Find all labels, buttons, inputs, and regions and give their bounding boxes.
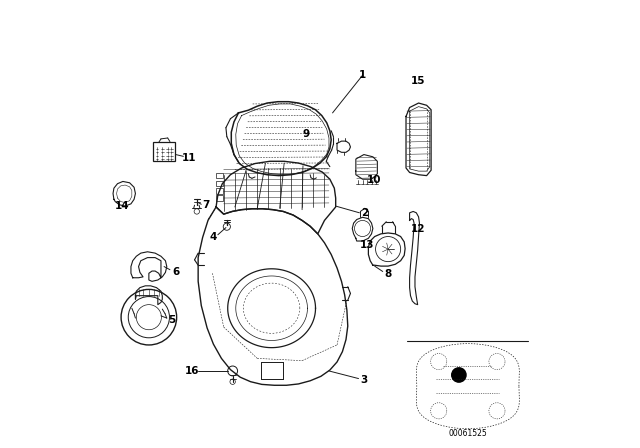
Bar bbox=[216, 195, 223, 201]
Text: 4: 4 bbox=[210, 232, 217, 241]
Bar bbox=[216, 181, 223, 186]
Text: 13: 13 bbox=[360, 240, 374, 250]
Text: 11: 11 bbox=[182, 153, 196, 163]
Text: 1: 1 bbox=[359, 70, 366, 80]
Text: 5: 5 bbox=[168, 315, 176, 325]
Text: 6: 6 bbox=[172, 267, 179, 277]
Text: 14: 14 bbox=[115, 201, 129, 211]
Text: 8: 8 bbox=[385, 269, 392, 279]
Text: 7: 7 bbox=[202, 200, 209, 210]
Text: 2: 2 bbox=[361, 208, 369, 218]
Bar bbox=[216, 173, 223, 178]
Circle shape bbox=[452, 368, 466, 382]
Text: 15: 15 bbox=[410, 76, 425, 86]
Text: 9: 9 bbox=[302, 129, 309, 139]
Text: 3: 3 bbox=[360, 375, 367, 385]
Text: 10: 10 bbox=[367, 175, 381, 185]
Bar bbox=[216, 188, 223, 194]
Text: 00061525: 00061525 bbox=[449, 429, 487, 438]
Text: 12: 12 bbox=[412, 224, 426, 234]
Text: 16: 16 bbox=[185, 366, 200, 376]
Bar bbox=[154, 142, 175, 161]
